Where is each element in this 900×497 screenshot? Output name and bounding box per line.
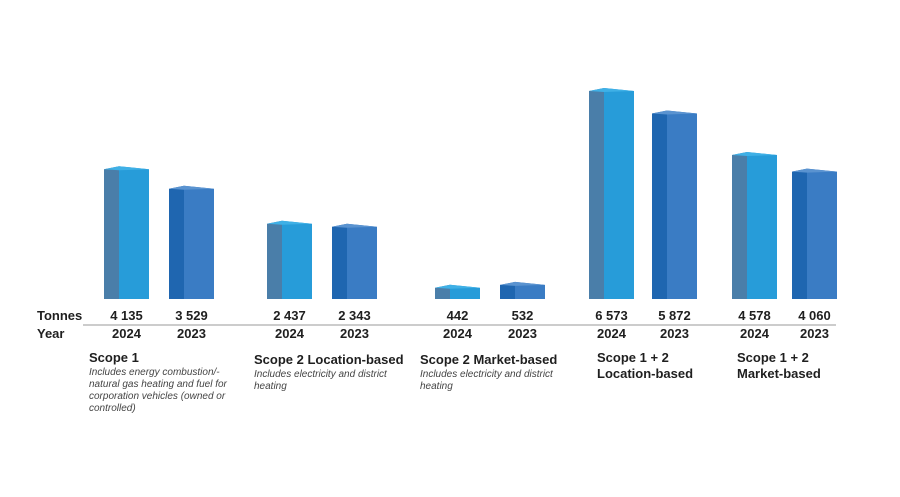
year-label-scope-2-location-based-2024: 2024	[275, 326, 305, 341]
bar-scope-1-2-market-based-2023	[792, 168, 837, 299]
bar-scope-1-2024	[104, 166, 149, 299]
bar-front-face	[604, 88, 634, 299]
bar-side-face	[332, 223, 347, 299]
value-label-scope-1-2-location-based-2023: 5 872	[658, 308, 691, 323]
year-label-scope-1-2-location-based-2024: 2024	[597, 326, 627, 341]
bar-scope-2-market-based-2023	[500, 281, 545, 299]
bar-scope-1-2-location-based-2024	[589, 88, 634, 299]
bar-side-face	[589, 88, 604, 299]
year-label-scope-1-2024: 2024	[112, 326, 142, 341]
group-description: Includes electricity and district heatin…	[420, 369, 553, 392]
row-label-year: Year	[37, 326, 64, 341]
year-label-scope-2-location-based-2023: 2023	[340, 326, 369, 341]
bars-layer	[104, 88, 837, 300]
year-label-scope-1-2-market-based-2024: 2024	[740, 326, 770, 341]
bar-top-face	[732, 152, 777, 157]
bar-front-face	[282, 220, 312, 299]
bar-front-face	[667, 110, 697, 300]
bar-front-face	[347, 223, 377, 299]
group-label-scope-1: Scope 1 Includes energy combustion/-natu…	[89, 350, 239, 415]
value-label-scope-2-location-based-2023: 2 343	[338, 308, 371, 323]
bar-front-face	[184, 185, 214, 299]
bar-top-face	[500, 281, 545, 286]
bar-front-face	[119, 166, 149, 299]
group-label-scope-2-location: Scope 2 Location-based Includes electric…	[254, 352, 414, 393]
year-label-scope-1-2-market-based-2023: 2023	[800, 326, 829, 341]
row-label-tonnes: Tonnes	[37, 308, 82, 323]
bar-side-face	[169, 185, 184, 299]
bar-side-face	[792, 168, 807, 299]
bar-scope-1-2-location-based-2023	[652, 110, 697, 300]
bar-scope-2-location-based-2024	[267, 220, 312, 299]
value-and-year-labels: 4 135 2024 3 529 2023 2 437 2024 2 343 2023 442 2…	[110, 308, 831, 341]
bar-side-face	[267, 220, 282, 299]
group-description: Includes energy combustion/-natural gas …	[89, 367, 227, 414]
value-label-scope-1-2-market-based-2023: 4 060	[798, 308, 831, 323]
group-title: Scope 1	[89, 350, 139, 365]
bar-top-face	[435, 284, 480, 289]
bar-top-face	[589, 88, 634, 92]
value-label-scope-2-market-based-2024: 442	[447, 308, 469, 323]
group-label-scope-1-2-market: Scope 1 + 2 Market-based	[737, 350, 857, 382]
group-description: Includes electricity and district heatin…	[254, 369, 387, 392]
bar-side-face	[500, 281, 515, 299]
bar-side-face	[652, 110, 667, 300]
group-label-scope-1-2-location: Scope 1 + 2 Location-based	[597, 350, 717, 382]
bar-top-face	[792, 168, 837, 173]
year-label-scope-2-market-based-2024: 2024	[443, 326, 473, 341]
group-title: Scope 1 + 2 Location-based	[597, 350, 694, 381]
year-label-scope-1-2023: 2023	[177, 326, 206, 341]
value-label-scope-1-2-location-based-2024: 6 573	[595, 308, 628, 323]
bar-top-face	[104, 166, 149, 171]
bar-front-face	[807, 168, 837, 299]
bar-side-face	[732, 152, 747, 299]
value-label-scope-1-2023: 3 529	[175, 308, 208, 323]
year-label-scope-2-market-based-2023: 2023	[508, 326, 537, 341]
bar-top-face	[169, 185, 214, 190]
bar-scope-1-2-market-based-2024	[732, 152, 777, 299]
bar-scope-1-2023	[169, 185, 214, 299]
group-title: Scope 2 Location-based	[254, 352, 404, 367]
group-label-scope-2-market: Scope 2 Market-based Includes electricit…	[420, 352, 570, 393]
value-label-scope-1-2-market-based-2024: 4 578	[738, 308, 771, 323]
bar-scope-2-location-based-2023	[332, 223, 377, 299]
group-title: Scope 1 + 2 Market-based	[737, 350, 821, 381]
bar-side-face	[104, 166, 119, 299]
bar-top-face	[332, 223, 377, 228]
bar-front-face	[747, 152, 777, 299]
value-label-scope-2-location-based-2024: 2 437	[273, 308, 306, 323]
value-label-scope-1-2024: 4 135	[110, 308, 143, 323]
value-label-scope-2-market-based-2023: 532	[512, 308, 534, 323]
bar-scope-2-market-based-2024	[435, 284, 480, 299]
bar-front-face	[515, 281, 545, 299]
bar-top-face	[267, 220, 312, 225]
bar-top-face	[652, 110, 697, 115]
year-label-scope-1-2-location-based-2023: 2023	[660, 326, 689, 341]
group-title: Scope 2 Market-based	[420, 352, 558, 367]
